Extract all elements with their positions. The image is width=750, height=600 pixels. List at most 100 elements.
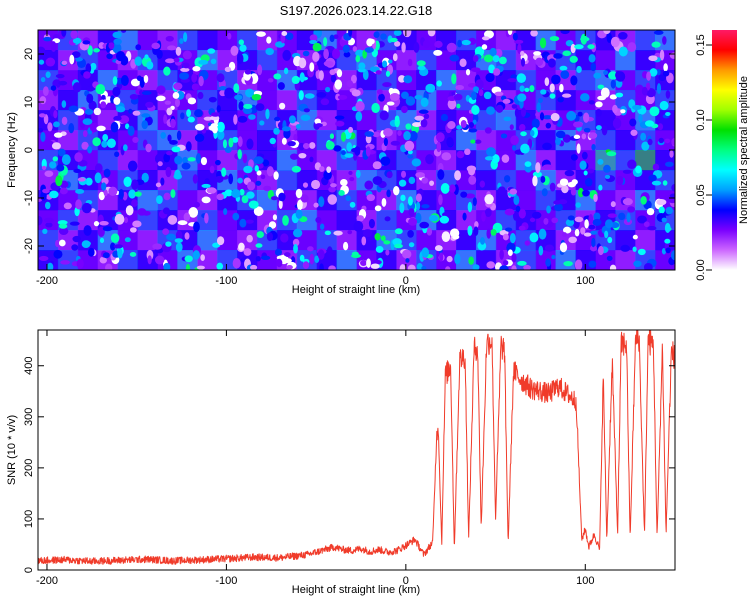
spectral-speckle	[504, 175, 511, 183]
spectral-speckle	[437, 169, 445, 180]
spectral-speckle	[626, 212, 631, 223]
heatmap-cell	[336, 230, 358, 251]
spectral-speckle	[502, 98, 511, 104]
heatmap-cell	[456, 250, 477, 270]
spectral-speckle	[59, 227, 69, 235]
spectral-speckle	[196, 152, 201, 164]
spectral-speckle	[481, 36, 490, 41]
heatmap-cell	[635, 30, 656, 51]
spectral-speckle	[408, 208, 415, 217]
spectral-speckle	[551, 254, 556, 260]
spectral-speckle	[175, 46, 182, 56]
spectral-speckle	[647, 138, 653, 146]
spectral-speckle	[256, 231, 264, 239]
spectral-speckle	[166, 151, 173, 156]
spectral-speckle	[245, 88, 255, 98]
spectral-speckle	[609, 264, 617, 270]
spectral-speckle	[112, 31, 122, 39]
heatmap-cell	[137, 190, 159, 211]
spectral-speckle	[102, 133, 109, 142]
spectral-speckle	[567, 215, 575, 221]
heatmap-cell	[575, 70, 596, 91]
heatmap-cell	[336, 50, 358, 71]
spectral-speckle	[646, 71, 652, 81]
spectral-speckle	[57, 148, 66, 157]
spectral-speckle	[114, 213, 125, 225]
spectral-speckle	[493, 68, 501, 76]
heatmap-cell	[495, 30, 517, 51]
spectral-speckle	[102, 226, 113, 232]
spectral-speckle	[193, 221, 200, 233]
spectral-speckle	[245, 219, 254, 224]
snr-y-label: SNR (10 * v/v)	[6, 415, 18, 485]
spectral-speckle	[346, 80, 354, 88]
spectral-speckle	[307, 246, 314, 252]
spectral-speckle	[544, 77, 550, 87]
spectral-speckle	[186, 109, 192, 118]
spectral-speckle	[68, 122, 75, 134]
spectral-speckle	[230, 45, 239, 56]
spectral-speckle	[461, 39, 471, 46]
spectral-speckle	[232, 212, 240, 221]
heatmap-cell	[555, 150, 577, 171]
spectral-speckle	[664, 238, 671, 244]
spectral-speckle	[362, 49, 367, 59]
spectral-speckle	[60, 260, 71, 265]
spectral-speckle	[113, 96, 121, 105]
spectral-speckle	[157, 161, 163, 167]
spectral-speckle	[635, 165, 642, 174]
spectral-speckle	[658, 206, 665, 214]
spectral-speckle	[58, 223, 68, 229]
spectral-speckle	[571, 179, 578, 185]
spectral-speckle	[366, 237, 374, 242]
spectral-speckle	[662, 70, 670, 77]
spectral-speckle	[200, 254, 205, 261]
x-tick-label: -100	[215, 275, 237, 287]
spectral-speckle	[113, 244, 123, 249]
spectral-speckle	[398, 75, 406, 83]
spectral-speckle	[247, 181, 256, 191]
spectral-speckle	[39, 96, 47, 105]
spectral-speckle	[239, 44, 247, 52]
spectral-speckle	[260, 255, 271, 261]
spectral-speckle	[577, 111, 583, 117]
spectral-speckle	[129, 227, 137, 233]
spectral-speckle	[564, 169, 575, 177]
spectral-speckle	[280, 233, 289, 243]
spectral-speckle	[170, 189, 176, 198]
spectral-speckle	[533, 51, 542, 56]
spectral-speckle	[422, 39, 431, 49]
spectral-speckle	[293, 133, 298, 141]
spectral-speckle	[509, 124, 514, 131]
spectral-speckle	[314, 118, 321, 125]
spectral-speckle	[561, 185, 569, 194]
spectral-speckle	[86, 93, 94, 104]
spectral-speckle	[604, 219, 614, 229]
spectral-speckle	[610, 79, 616, 89]
spectral-speckle	[72, 235, 82, 243]
spectral-speckle	[208, 96, 217, 103]
spectral-speckle	[355, 55, 361, 63]
spectral-speckle	[530, 30, 538, 37]
spectrogram-texture	[38, 30, 675, 270]
spectral-speckle	[352, 46, 357, 52]
spectral-speckle	[84, 108, 94, 115]
spectral-speckle	[669, 52, 675, 59]
x-tick-label: -200	[36, 575, 58, 587]
heatmap-cell	[515, 190, 537, 211]
spectral-speckle	[298, 57, 307, 69]
spectral-speckle	[174, 155, 183, 165]
spectral-speckle	[132, 220, 142, 228]
heatmap-cell	[635, 150, 656, 171]
spectral-speckle	[479, 180, 486, 188]
spectral-speckle	[539, 37, 547, 49]
spectral-speckle	[382, 60, 388, 68]
spectral-speckle	[98, 191, 105, 201]
spectral-speckle	[329, 133, 335, 139]
spectral-speckle	[318, 196, 325, 208]
spectral-speckle	[342, 44, 350, 53]
spectral-speckle	[550, 113, 560, 122]
spectral-speckle	[509, 188, 518, 195]
spectral-speckle	[612, 104, 618, 114]
spectral-speckle	[609, 94, 617, 100]
